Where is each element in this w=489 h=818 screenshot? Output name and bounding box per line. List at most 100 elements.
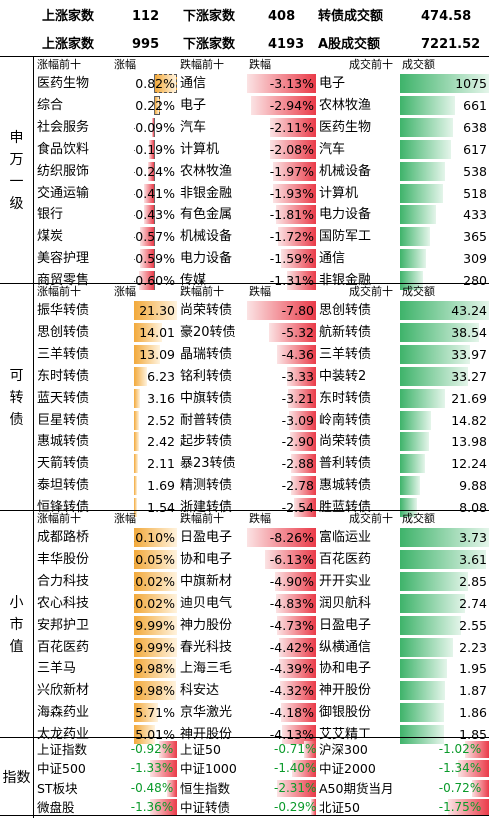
- index-change-text: -1.34%: [438, 761, 482, 776]
- loser-name: 晶瑞转债: [180, 346, 233, 362]
- table-row: 食品饮料 -0.19% 计算机 -2.08% 汽车 617: [34, 139, 489, 160]
- volume-amount-text: 280: [463, 273, 487, 289]
- gainer-change: 3.16: [134, 388, 177, 408]
- volume-amount-text: 14.82: [451, 412, 487, 428]
- gainer-change-text: 1.54: [147, 500, 175, 516]
- table-row: 百花医药 9.99% 春光科技 -4.42% 纵横通信 2.23: [34, 637, 489, 658]
- index-change-bar: [277, 779, 316, 797]
- volume-leader-name: 汽车: [319, 141, 346, 157]
- gainer-change-text: 0.22%: [135, 97, 175, 113]
- index-change-bar: [457, 760, 489, 778]
- volume-leader-name: 富临运业: [319, 530, 372, 545]
- volume-amount: 309: [400, 249, 489, 269]
- index-change-text: -0.29%: [274, 800, 316, 815]
- index-change-text: -0.92%: [130, 742, 174, 756]
- gainer-name: 海森药业: [37, 705, 90, 721]
- index-name: 中证1000: [180, 761, 237, 777]
- index-name: 北证50: [319, 800, 360, 816]
- gainer-name: 三羊转债: [37, 346, 90, 362]
- index-change-bar: [158, 741, 177, 758]
- loss-bar: [290, 432, 316, 452]
- loss-bar: [273, 183, 316, 203]
- gainer-change: 9.98%: [134, 681, 177, 701]
- loser-name: 上海三毛: [180, 661, 233, 677]
- gainer-change-text: 3.16: [147, 390, 175, 406]
- gainer-name: 天箭转债: [37, 456, 90, 472]
- loser-change: -4.18%: [247, 703, 316, 723]
- gainer-change: -0.24%: [134, 161, 177, 181]
- loser-name: 中旗新材: [180, 573, 233, 589]
- gain-bar: [134, 432, 139, 452]
- gainer-change-text: 13.09: [139, 346, 175, 362]
- table-row: 银行 -0.43% 有色金属 -1.81% 电力设备 433: [34, 204, 489, 225]
- loss-bar: [251, 95, 316, 115]
- volume-leader-name: 思创转债: [319, 303, 372, 318]
- index-change: -0.29%: [274, 799, 316, 817]
- table-row: 商贸零售 -0.60% 传媒 -1.31% 非银金融 280: [34, 270, 489, 291]
- zero-axis: [154, 249, 155, 269]
- gain-bar: [134, 528, 177, 547]
- index-change-text: -1.40%: [274, 761, 316, 776]
- index-name: 上证指数: [37, 742, 88, 757]
- index-change: -1.40%: [274, 760, 316, 778]
- gainer-change: 6.23: [134, 366, 177, 386]
- loser-change-text: -4.73%: [269, 617, 314, 633]
- volume-amount: 1.95: [400, 659, 489, 679]
- column-header: 跌幅: [249, 512, 271, 525]
- loser-change-text: -6.13%: [269, 551, 314, 567]
- loser-change-text: -2.94%: [269, 97, 314, 113]
- gain-bar: [134, 388, 141, 408]
- column-header: 跌幅: [249, 58, 271, 71]
- loser-change-text: -2.54: [281, 500, 314, 516]
- table-row: 医药生物 0.82% 通信 -3.13% 电子 1075: [34, 73, 489, 94]
- index-name: 恒生指数: [180, 780, 231, 796]
- gainer-name: 巨星转债: [37, 412, 90, 428]
- loss-bar: [247, 528, 316, 547]
- index-change: -1.75%: [431, 799, 489, 817]
- gainer-change: 0.22%: [134, 95, 177, 115]
- volume-amount: 12.24: [400, 454, 489, 474]
- loser-change: -1.31%: [247, 271, 316, 291]
- volume-bar: [400, 183, 443, 203]
- loser-name: 京华激光: [180, 705, 233, 721]
- column-header: 成交前十: [349, 58, 393, 71]
- index-change: -1.02%: [431, 741, 489, 758]
- section-shenwan: 申万一级 涨幅前十 涨幅 跌幅前十 跌幅 成交前十 成交额 医药生物 0.82% 通信 -3.13%…: [0, 56, 489, 291]
- loser-name: 有色金属: [180, 207, 233, 223]
- volume-amount-text: 2.23: [459, 639, 487, 655]
- index-change-bar: [150, 760, 177, 778]
- loss-bar: [149, 139, 154, 159]
- gainer-change-text: -0.09%: [134, 119, 175, 135]
- gainer-change-text: 9.99%: [135, 639, 175, 655]
- column-header: 成交前十: [349, 512, 393, 525]
- volume-bar: [400, 322, 480, 342]
- loser-change-text: -4.39%: [269, 661, 314, 677]
- down-count-value: 408: [268, 9, 296, 24]
- index-change-text: -1.02%: [438, 742, 482, 756]
- volume-leader-name: 开开实业: [319, 573, 372, 589]
- volume-leader-name: 御银股份: [319, 705, 372, 721]
- column-header: 涨幅前十: [37, 285, 81, 298]
- gainer-name: 惠城转债: [37, 434, 90, 450]
- loser-change: -3.33: [247, 366, 316, 386]
- zero-axis: [154, 271, 155, 291]
- table-row: 综合 0.22% 电子 -2.94% 农林牧渔 661: [34, 95, 489, 116]
- gain-bar: [134, 454, 139, 474]
- loser-name: 耐普转债: [180, 412, 233, 428]
- loss-bar: [269, 117, 316, 137]
- loser-change: -4.42%: [247, 637, 316, 657]
- volume-amount: 3.61: [400, 549, 489, 569]
- gainer-name: 兴欣新材: [37, 683, 90, 699]
- loser-name: 铭利转债: [180, 368, 233, 384]
- volume-amount: 617: [400, 139, 489, 159]
- gainer-change: -0.09%: [134, 117, 177, 137]
- index-name: A50期货当月: [319, 780, 394, 796]
- loser-change-text: -4.13%: [269, 727, 314, 743]
- volume-leader-name: 纵横通信: [319, 639, 372, 655]
- volume-amount-text: 518: [463, 185, 487, 201]
- gainer-change-text: 10.02%: [134, 573, 175, 589]
- up-count-value: 112: [132, 9, 160, 24]
- volume-bar: [400, 139, 452, 159]
- index-change: -0.72%: [431, 779, 489, 797]
